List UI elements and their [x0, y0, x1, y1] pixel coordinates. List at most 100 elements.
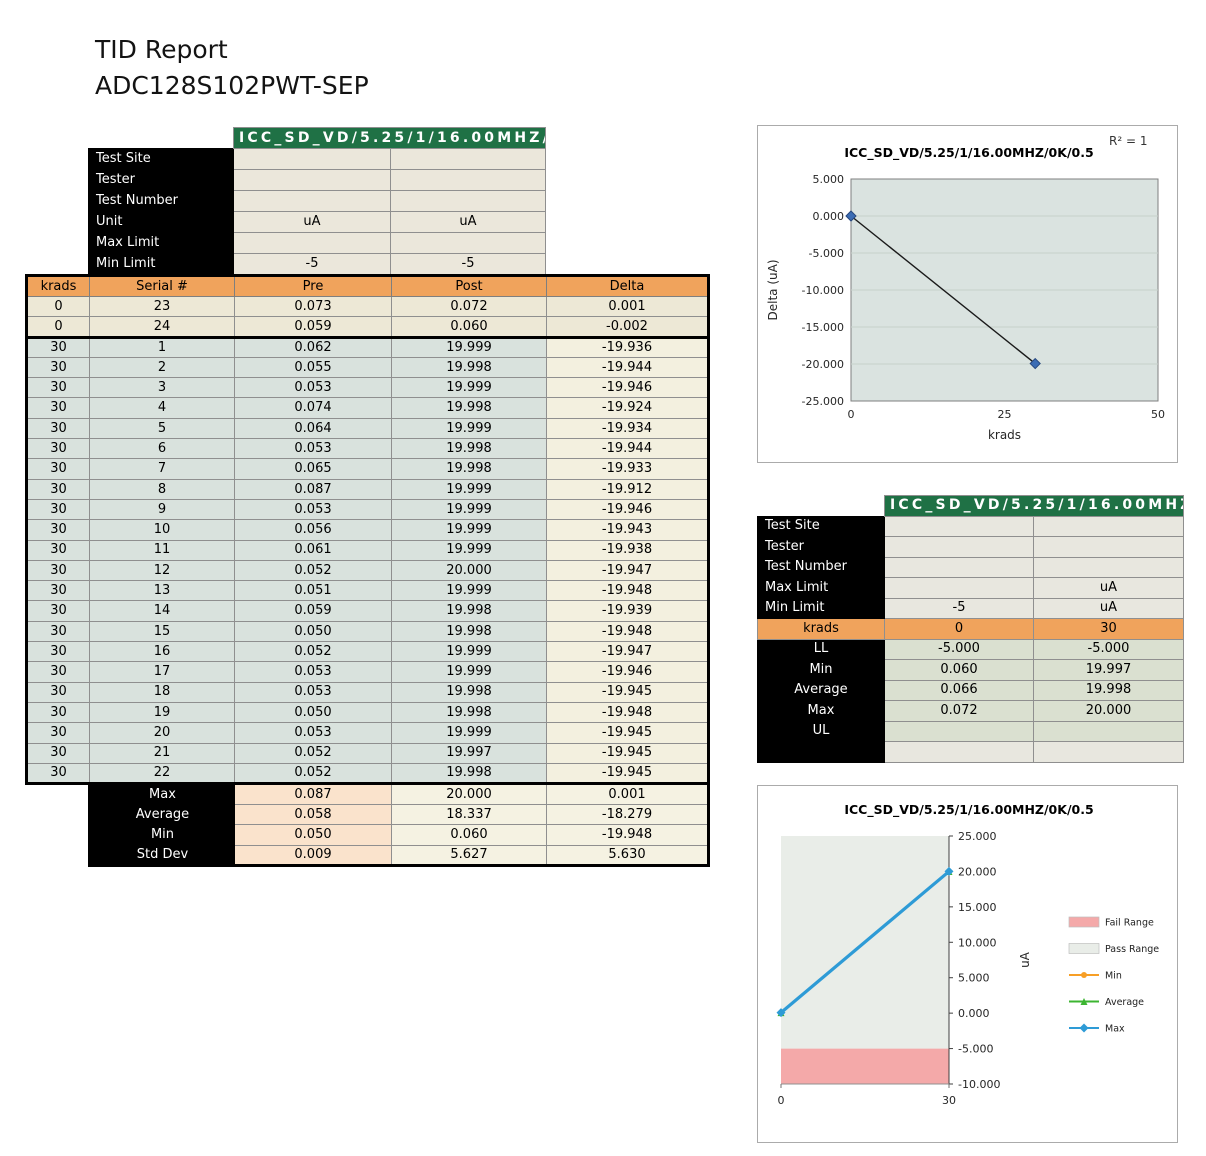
summary-post: 0.060 [391, 824, 547, 846]
cell: 19.997 [391, 742, 547, 764]
cell: 0 [26, 295, 90, 318]
chart-title: ICC_SD_VD/5.25/1/16.00MHZ/0K/0.5 [844, 802, 1093, 818]
info-value-pre: -5 [233, 253, 391, 275]
cell: 0.073 [234, 295, 392, 318]
table-row: 30 15 0.050 19.998 -19.948 [26, 620, 709, 643]
info-value-post [390, 169, 546, 191]
stats-row: LL -5.000 -5.000 [757, 638, 1184, 660]
table-row: 30 14 0.059 19.998 -19.939 [26, 600, 709, 622]
y-axis-label: Delta (uA) [766, 259, 780, 320]
circle-marker [1081, 972, 1087, 978]
info-value-post [390, 148, 546, 170]
y-tick-label: -10.000 [958, 1078, 1000, 1091]
cell: 30 [26, 701, 90, 724]
cell: 19.999 [391, 580, 547, 602]
stats-row: Max Limit uA [757, 577, 1184, 599]
cell: 30 [26, 458, 90, 480]
stats-label: Test Site [757, 515, 885, 537]
cell: 30 [26, 762, 90, 785]
cell: -19.934 [546, 417, 709, 440]
cell: 19.998 [391, 701, 547, 724]
cell: -19.939 [546, 600, 709, 622]
info-value-pre: uA [233, 211, 391, 233]
cell: -19.945 [546, 742, 709, 764]
stats-value: 0.066 [884, 679, 1034, 701]
y-tick-label: -5.000 [809, 247, 844, 260]
info-value-pre [233, 169, 391, 191]
x-axis-label: krads [988, 428, 1021, 442]
table-row: 30 2 0.055 19.998 -19.944 [26, 356, 709, 379]
delta-vs-krads-chart: 5.000 0.000 -5.000 -10.000 -15.000 -20.000 -25… [766, 134, 1165, 442]
stats-row: Test Site [757, 515, 1184, 537]
stats-row: Min Limit -5 uA [757, 597, 1184, 619]
summary-row: Std Dev 0.009 5.627 5.630 [89, 844, 709, 867]
cell: 0 [26, 316, 90, 339]
stats-label: Test Number [757, 556, 885, 578]
cell: 19 [89, 701, 235, 724]
summary-label: Max [89, 783, 235, 805]
cell: -19.945 [546, 681, 709, 703]
summary-label: Std Dev [89, 844, 235, 867]
table-row: 30 4 0.074 19.998 -19.924 [26, 397, 709, 419]
summary-post: 20.000 [391, 783, 547, 805]
y-tick-label: -5.000 [958, 1043, 993, 1056]
report-device-name: ADC128S102PWT-SEP [95, 70, 369, 100]
cell: 24 [89, 316, 235, 339]
stats-row: UL [757, 720, 1184, 742]
legend-label: Max [1105, 1024, 1125, 1035]
cell: -0.002 [546, 316, 709, 339]
legend-label: Pass Range [1105, 944, 1159, 955]
chart-title: ICC_SD_VD/5.25/1/16.00MHZ/0K/0.5 [844, 145, 1093, 161]
krads-row: krads 0 30 [757, 618, 1184, 640]
cell: 0.059 [234, 316, 392, 339]
info-row: Max Limit [88, 232, 546, 254]
info-label: Max Limit [88, 232, 234, 254]
stats-value [1033, 741, 1184, 763]
cell: -19.947 [546, 559, 709, 582]
cell: 0.065 [234, 458, 392, 480]
cell: 19.999 [391, 336, 547, 358]
table-row: 30 20 0.053 19.999 -19.945 [26, 722, 709, 744]
info-label: Test Number [88, 190, 234, 212]
summary-row: Average 0.058 18.337 -18.279 [89, 803, 709, 826]
stats-value [884, 741, 1034, 763]
column-header: Delta [546, 275, 709, 297]
info-value-post [390, 190, 546, 212]
cell: 0.056 [234, 519, 392, 541]
table-row: 30 22 0.052 19.998 -19.945 [26, 762, 709, 785]
cell: 19.998 [391, 397, 547, 419]
cell: 30 [26, 600, 90, 622]
tid-data-table: krads Serial # Pre Post Delta 0 23 0.073 0.072 0… [25, 274, 710, 786]
cell: 19.999 [391, 519, 547, 541]
stats-value [884, 556, 1034, 578]
cell: -19.948 [546, 620, 709, 643]
column-header: Post [391, 275, 547, 297]
y-tick-label: -20.000 [802, 358, 844, 371]
cell: 30 [26, 641, 90, 663]
stats-label: Max [757, 700, 885, 722]
cell: 30 [26, 661, 90, 683]
cell: 0.052 [234, 559, 392, 582]
diamond-marker [1029, 357, 1041, 370]
stats-value [884, 515, 1034, 537]
cell: 30 [26, 742, 90, 764]
stats-value: 0.060 [884, 659, 1034, 681]
y-tick-label: 5.000 [813, 173, 845, 186]
stats-value [884, 577, 1034, 599]
y-tick-label: 20.000 [958, 865, 997, 878]
cell: 30 [26, 417, 90, 440]
summary-pre: 0.050 [234, 824, 392, 846]
data-table-wrap: krads Serial # Pre Post Delta 0 23 0.073 0.072 0… [25, 274, 710, 868]
y-axis-label: uA [1018, 951, 1032, 968]
info-row: Tester [88, 169, 546, 191]
cell: 6 [89, 438, 235, 460]
cell: 3 [89, 377, 235, 399]
cell: 19.999 [391, 417, 547, 440]
r-squared-annotation: R² = 1 [1109, 134, 1147, 148]
cell: 19.998 [391, 600, 547, 622]
table-row: 0 24 0.059 0.060 -0.002 [26, 316, 709, 339]
report-title: TID Report [95, 35, 228, 64]
cell: -19.946 [546, 377, 709, 399]
stats-label: Tester [757, 536, 885, 558]
y-tick-label: -10.000 [802, 284, 844, 297]
